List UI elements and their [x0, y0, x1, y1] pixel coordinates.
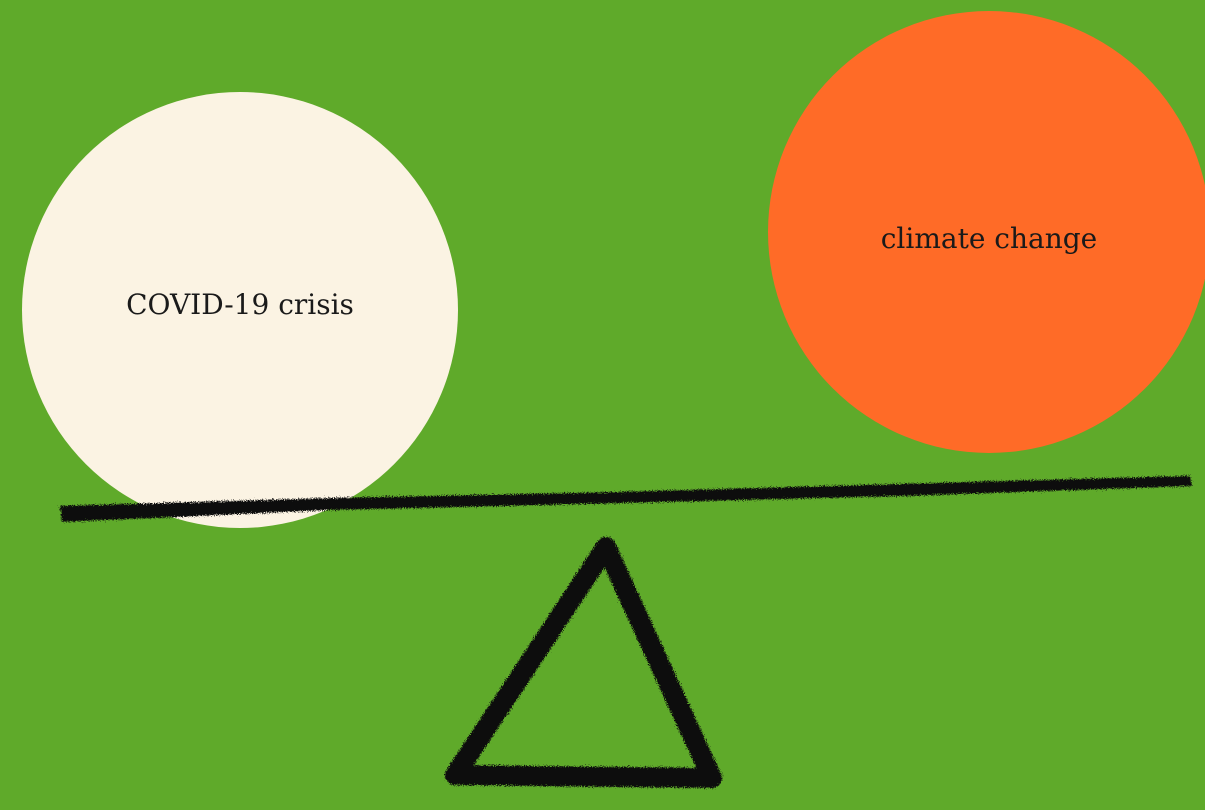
- covid-crisis-label: COVID-19 crisis: [126, 287, 354, 321]
- seesaw-fulcrum-triangle: [445, 537, 722, 788]
- climate-change-weight: climate change: [768, 11, 1205, 453]
- climate-change-label: climate change: [880, 221, 1098, 255]
- covid-crisis-weight: COVID-19 crisis: [22, 92, 458, 528]
